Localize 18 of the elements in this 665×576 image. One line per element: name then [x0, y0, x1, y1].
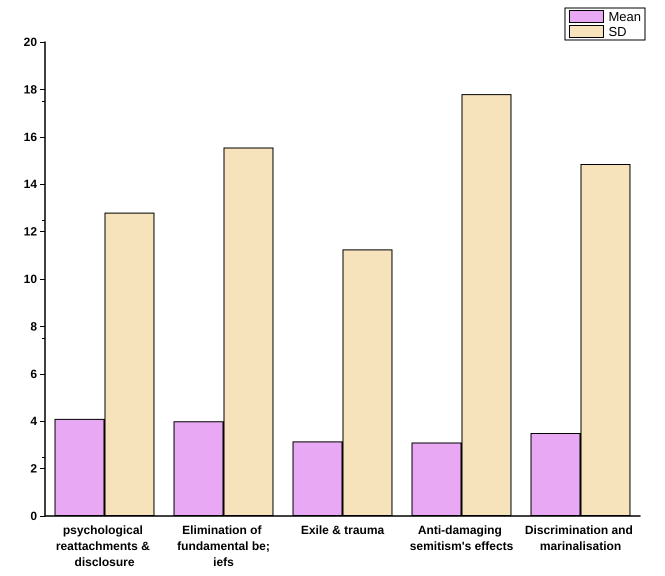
y-tick-label: 14: [24, 177, 38, 192]
legend-label: SD: [608, 24, 627, 39]
y-tick-label: 6: [30, 366, 38, 381]
y-tick-label: 10: [24, 272, 38, 286]
y-tick-label: 12: [24, 224, 38, 239]
y-tick-label: 20: [24, 35, 38, 49]
y-tick-label: 18: [24, 82, 38, 96]
y-tick-label: 8: [30, 319, 38, 334]
x-tick-label: Discrimination and marinalisation: [524, 523, 636, 553]
y-tick-label: 16: [24, 130, 38, 144]
x-tick-label: Exile & trauma: [300, 523, 385, 537]
x-tick-label: Elimination of fundamental be;iefs: [177, 523, 270, 569]
y-tick-label: 4: [30, 414, 38, 428]
x-tick-label: psychological reattachments & disclosure: [56, 523, 154, 569]
legend-label: Mean: [608, 9, 642, 24]
y-tick-label: 0: [30, 509, 38, 523]
y-tick-label: 2: [30, 462, 38, 476]
x-tick-label: Anti-damaging semitism's effects: [410, 523, 514, 553]
